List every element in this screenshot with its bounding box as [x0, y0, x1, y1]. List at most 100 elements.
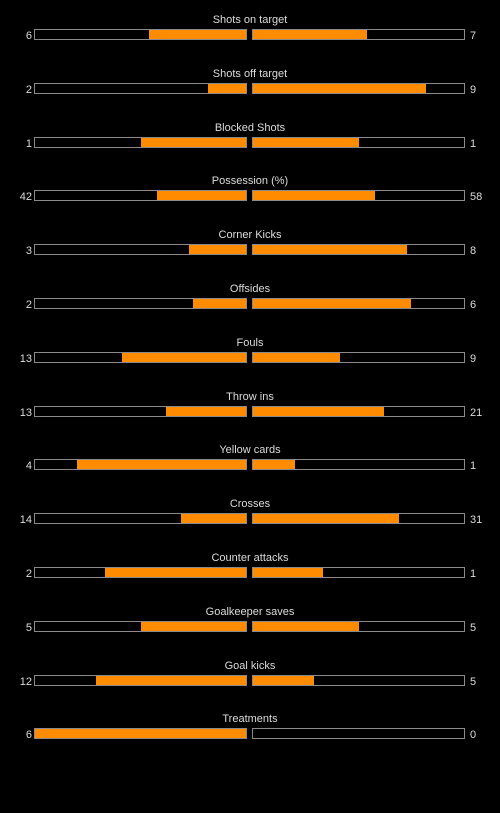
away-bar-fill: [253, 514, 399, 524]
stat-row: Shots off target 2 9: [0, 62, 500, 102]
stat-label: Goal kicks: [224, 659, 276, 672]
stat-row: Possession (%) 42 58: [0, 169, 500, 209]
home-value: 1: [25, 137, 32, 150]
stat-row: Offsides 2 6: [0, 277, 500, 317]
home-value: 6: [25, 30, 32, 42]
away-bar-fill: [253, 83, 427, 93]
stat-label: Fouls: [236, 336, 264, 349]
stat-label: Throw ins: [226, 390, 274, 403]
stat-row: Goalkeeper saves 5 5: [0, 600, 500, 640]
stat-label: Possession (%): [211, 175, 289, 188]
stat-label: Counter attacks: [211, 552, 289, 564]
away-value: 9: [470, 352, 477, 365]
home-bar-fill: [35, 729, 246, 739]
home-bar-fill: [180, 514, 246, 524]
away-bar: [252, 82, 465, 94]
home-bar: [34, 190, 247, 202]
home-bar-fill: [165, 406, 246, 416]
stat-label: Blocked Shots: [214, 121, 286, 134]
away-bar: [252, 244, 465, 256]
away-bar-fill: [253, 245, 408, 255]
home-value: 14: [19, 514, 32, 527]
stat-label: Goalkeeper saves: [205, 605, 295, 618]
home-bar-fill: [104, 568, 246, 577]
away-value: 5: [470, 675, 477, 688]
home-value: 5: [25, 621, 32, 634]
stat-row: Treatments 6 0: [0, 707, 500, 747]
home-value: 42: [19, 191, 32, 204]
away-value: 6: [470, 299, 477, 311]
stat-row: Shots on target 6 7: [0, 8, 500, 48]
home-bar-fill: [148, 30, 246, 39]
away-bar: [252, 298, 465, 309]
stat-row: Fouls 13 9: [0, 331, 500, 371]
home-bar: [34, 620, 247, 632]
home-bar-fill: [189, 245, 246, 255]
away-bar: [252, 513, 465, 525]
away-value: 1: [470, 568, 477, 580]
away-bar-fill: [253, 406, 384, 416]
away-bar-fill: [253, 621, 359, 631]
home-bar-fill: [77, 460, 246, 470]
home-bar: [34, 674, 247, 686]
home-value: 12: [19, 675, 32, 688]
home-value: 13: [19, 352, 32, 365]
home-bar-fill: [140, 137, 246, 147]
home-value: 6: [25, 729, 32, 742]
away-bar: [252, 190, 465, 202]
home-bar: [34, 459, 247, 471]
away-value: 31: [470, 514, 483, 527]
home-bar: [34, 728, 247, 740]
stat-row: Goal kicks 12 5: [0, 654, 500, 694]
away-bar-fill: [253, 568, 323, 577]
away-bar: [252, 674, 465, 686]
away-bar: [252, 728, 465, 740]
home-value: 4: [25, 460, 32, 473]
home-value: 2: [25, 299, 32, 311]
away-bar-fill: [253, 675, 315, 685]
away-bar: [252, 136, 465, 148]
home-bar-fill: [140, 621, 246, 631]
away-bar: [252, 29, 465, 40]
home-bar: [34, 513, 247, 525]
home-bar-fill: [157, 191, 246, 201]
away-bar-fill: [253, 299, 412, 308]
away-bar: [252, 459, 465, 471]
away-value: 1: [470, 137, 477, 150]
stat-label: Shots off target: [212, 67, 288, 80]
home-bar: [34, 567, 247, 578]
away-value: 8: [470, 245, 477, 258]
home-bar-fill: [193, 299, 246, 308]
home-bar-fill: [96, 675, 246, 685]
stat-row: Yellow cards 4 1: [0, 438, 500, 478]
home-value: 2: [25, 568, 32, 580]
away-value: 1: [470, 460, 477, 473]
home-bar: [34, 244, 247, 256]
stat-label: Yellow cards: [219, 444, 281, 457]
stat-row: Counter attacks 2 1: [0, 546, 500, 586]
stat-label: Crosses: [229, 498, 271, 511]
stat-row: Crosses 14 31: [0, 492, 500, 532]
home-bar: [34, 405, 247, 417]
away-bar: [252, 620, 465, 632]
home-bar: [34, 136, 247, 148]
away-bar-fill: [253, 137, 359, 147]
away-bar-fill: [253, 352, 340, 362]
away-value: 9: [470, 83, 477, 96]
stat-label: Offsides: [229, 283, 271, 295]
home-bar: [34, 29, 247, 40]
away-value: 21: [470, 406, 483, 419]
away-value: 0: [470, 729, 477, 742]
away-bar-fill: [253, 30, 367, 39]
away-bar-fill: [253, 460, 296, 470]
stat-row: Blocked Shots 1 1: [0, 116, 500, 156]
away-value: 5: [470, 621, 477, 634]
home-bar: [34, 298, 247, 309]
home-value: 13: [19, 406, 32, 419]
stat-label: Shots on target: [212, 14, 288, 26]
away-bar-fill: [253, 191, 376, 201]
stat-label: Corner Kicks: [218, 229, 282, 242]
home-value: 3: [25, 245, 32, 258]
stat-label: Treatments: [222, 713, 278, 726]
away-bar: [252, 567, 465, 578]
